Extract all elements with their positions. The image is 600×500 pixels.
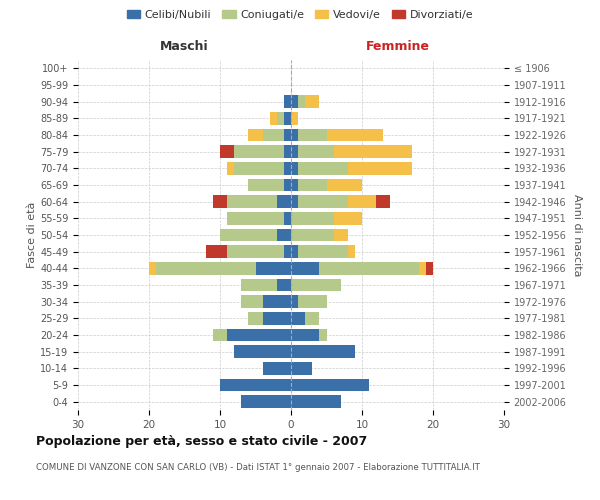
Bar	[220, 146, 234, 158]
Bar	[248, 312, 263, 324]
Bar	[263, 296, 291, 308]
Bar	[227, 329, 291, 341]
Text: Maschi: Maschi	[160, 40, 209, 53]
Text: Popolazione per età, sesso e stato civile - 2007: Popolazione per età, sesso e stato civil…	[36, 435, 367, 448]
Bar	[291, 362, 313, 374]
Bar	[213, 329, 227, 341]
Y-axis label: Anni di nascita: Anni di nascita	[572, 194, 582, 276]
Bar	[256, 262, 291, 274]
Bar	[298, 96, 305, 108]
Bar	[263, 362, 291, 374]
Bar	[319, 329, 326, 341]
Bar	[234, 146, 284, 158]
Bar	[291, 329, 319, 341]
Bar	[284, 112, 291, 124]
Bar	[284, 246, 291, 258]
Bar	[291, 229, 334, 241]
Bar	[291, 312, 305, 324]
Bar	[298, 179, 326, 191]
Bar	[334, 146, 412, 158]
Bar	[326, 128, 383, 141]
Bar	[291, 212, 334, 224]
Bar	[305, 312, 319, 324]
Bar	[291, 296, 298, 308]
Bar	[348, 196, 376, 208]
Bar	[348, 246, 355, 258]
Bar	[213, 196, 227, 208]
Bar	[298, 246, 348, 258]
Bar	[284, 146, 291, 158]
Bar	[284, 128, 291, 141]
Bar	[227, 162, 234, 174]
Bar	[334, 229, 348, 241]
Bar	[291, 279, 341, 291]
Bar	[419, 262, 426, 274]
Bar	[227, 246, 284, 258]
Bar	[227, 212, 284, 224]
Bar	[270, 112, 277, 124]
Bar	[149, 262, 156, 274]
Bar	[291, 112, 298, 124]
Bar	[291, 196, 298, 208]
Bar	[298, 162, 348, 174]
Bar	[376, 196, 391, 208]
Bar	[227, 196, 277, 208]
Bar	[298, 146, 334, 158]
Bar	[277, 229, 291, 241]
Legend: Celibi/Nubili, Coniugati/e, Vedovi/e, Divorziati/e: Celibi/Nubili, Coniugati/e, Vedovi/e, Di…	[122, 6, 478, 25]
Bar	[334, 212, 362, 224]
Bar	[206, 246, 227, 258]
Bar	[241, 396, 291, 408]
Bar	[291, 246, 298, 258]
Bar	[291, 162, 298, 174]
Y-axis label: Fasce di età: Fasce di età	[27, 202, 37, 268]
Bar	[220, 379, 291, 391]
Bar	[284, 212, 291, 224]
Bar	[291, 96, 298, 108]
Bar	[234, 346, 291, 358]
Bar	[277, 279, 291, 291]
Bar	[298, 128, 326, 141]
Bar	[156, 262, 256, 274]
Bar	[298, 196, 348, 208]
Bar	[241, 296, 263, 308]
Bar	[291, 128, 298, 141]
Bar	[220, 229, 277, 241]
Bar	[263, 312, 291, 324]
Bar	[426, 262, 433, 274]
Bar	[291, 146, 298, 158]
Bar	[291, 346, 355, 358]
Bar	[319, 262, 419, 274]
Bar	[248, 128, 263, 141]
Bar	[248, 179, 284, 191]
Bar	[291, 262, 319, 274]
Bar	[234, 162, 284, 174]
Text: Femmine: Femmine	[365, 40, 430, 53]
Bar	[263, 128, 284, 141]
Bar	[284, 96, 291, 108]
Bar	[291, 396, 341, 408]
Bar	[241, 279, 277, 291]
Bar	[284, 179, 291, 191]
Bar	[277, 196, 291, 208]
Bar	[284, 162, 291, 174]
Bar	[291, 179, 298, 191]
Bar	[326, 179, 362, 191]
Text: COMUNE DI VANZONE CON SAN CARLO (VB) - Dati ISTAT 1° gennaio 2007 - Elaborazione: COMUNE DI VANZONE CON SAN CARLO (VB) - D…	[36, 462, 480, 471]
Bar	[305, 96, 319, 108]
Bar	[291, 379, 369, 391]
Bar	[277, 112, 284, 124]
Bar	[298, 296, 326, 308]
Bar	[348, 162, 412, 174]
